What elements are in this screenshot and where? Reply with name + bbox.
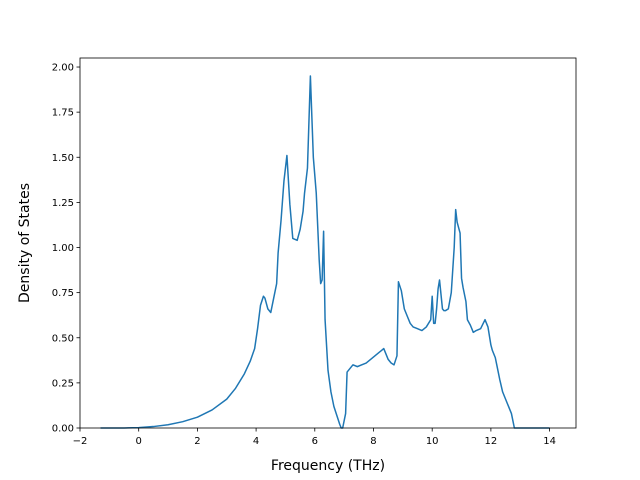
- x-tick-label: 4: [253, 436, 259, 447]
- plot-area: [100, 75, 550, 429]
- y-tick-label: 1.25: [52, 198, 74, 209]
- x-tick-label: −2: [73, 436, 88, 447]
- x-tick-label: 6: [312, 436, 318, 447]
- x-axis-label: Frequency (THz): [271, 458, 385, 474]
- y-tick-label: 0.00: [52, 424, 74, 435]
- x-tick-label: 2: [194, 436, 200, 447]
- y-tick-label: 0.75: [52, 288, 74, 299]
- axes-frame: [79, 57, 577, 429]
- x-tick-label: 0: [136, 436, 142, 447]
- y-tick-label: 1.75: [52, 108, 74, 119]
- y-tick-label: 0.25: [52, 378, 74, 389]
- y-tick-label: 2.00: [52, 63, 74, 74]
- x-axis-ticks: −2 0 2 4 6 8 10 12 14: [73, 428, 556, 447]
- x-tick-label: 10: [426, 436, 439, 447]
- y-tick-label: 0.50: [52, 333, 74, 344]
- x-tick-label: 12: [485, 436, 498, 447]
- y-axis-label: Density of States: [17, 183, 33, 303]
- y-axis-ticks: 0.00 0.25 0.50 0.75 1.00 1.25 1.50 1.75 2.00: [52, 63, 80, 435]
- y-tick-label: 1.50: [52, 153, 74, 164]
- x-tick-label: 14: [543, 436, 556, 447]
- x-tick-label: 8: [370, 436, 376, 447]
- y-tick-label: 1.00: [52, 243, 74, 254]
- dos-series-line: [100, 75, 550, 429]
